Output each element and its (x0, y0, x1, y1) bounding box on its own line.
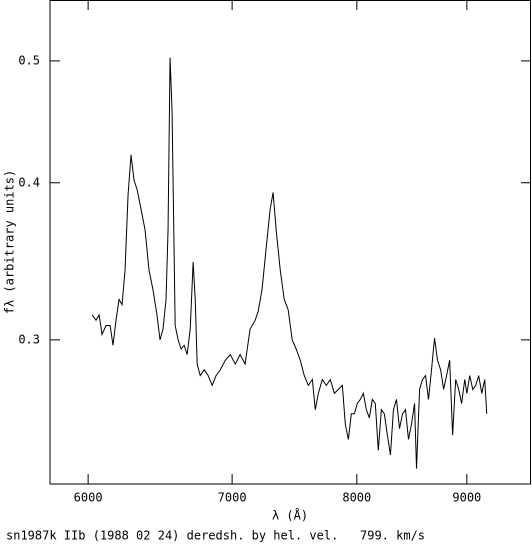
y-tick-label: 0.3 (18, 332, 40, 346)
x-tick-label: 6000 (74, 491, 103, 505)
x-tick-label: 8000 (342, 491, 371, 505)
x-tick-label: 9000 (452, 491, 481, 505)
y-tick-label: 0.5 (18, 53, 40, 67)
caption: sn1987k IIb (1988 02 24) deredsh. by hel… (6, 529, 425, 543)
spectrum-line (91, 57, 488, 469)
y-axis-label: fλ (arbitrary units) (3, 170, 17, 315)
x-axis-label: λ (Å) (272, 508, 308, 523)
x-tick-label: 7000 (218, 491, 247, 505)
plot-frame (49, 0, 531, 485)
y-tick-label: 0.4 (18, 175, 40, 189)
